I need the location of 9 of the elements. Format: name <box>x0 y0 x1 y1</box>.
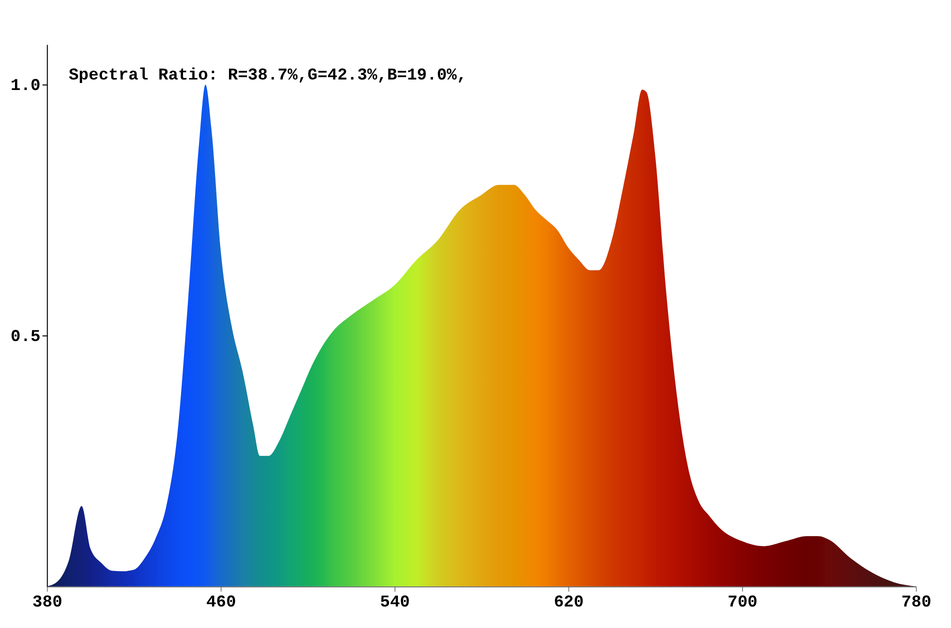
y-tick-label: 0.5 <box>10 326 41 346</box>
x-tick-label: 540 <box>380 592 410 612</box>
x-tick-label: 780 <box>901 592 932 612</box>
x-tick-label: 700 <box>728 592 758 612</box>
text: Spectral Ratio: R=38.7%,G=42.3%,B=19.0%, <box>68 66 467 85</box>
x-tick-label: 460 <box>206 592 236 612</box>
x-tick-label: 620 <box>554 592 584 612</box>
x-tick-label: 380 <box>32 592 62 612</box>
y-tick-label: 1.0 <box>10 76 41 95</box>
